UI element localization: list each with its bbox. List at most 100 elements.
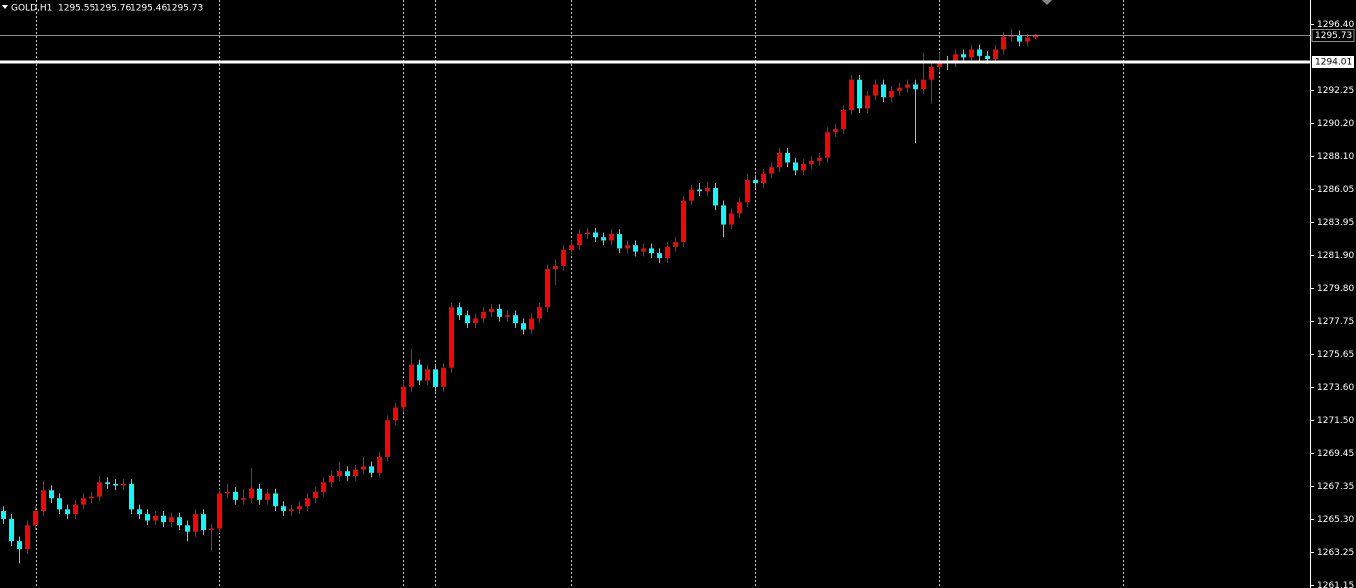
candle-body [825, 132, 830, 158]
candle-body [401, 386, 406, 408]
candle-body [49, 490, 54, 499]
candle-body [857, 79, 862, 109]
y-tick-label: 1283.95 [1317, 218, 1354, 228]
candle-body [937, 60, 942, 67]
candle-body [9, 518, 14, 542]
candle-body [777, 152, 782, 168]
candle-body [161, 515, 166, 523]
candle-body [689, 189, 694, 201]
candle-body [985, 55, 990, 60]
y-tick-label: 1290.20 [1317, 119, 1354, 129]
candle-body [433, 369, 438, 387]
y-tick-label: 1277.75 [1317, 317, 1354, 327]
candle-body [961, 54, 966, 58]
candle-body [889, 90, 894, 98]
candle-body [849, 79, 854, 110]
candle-body [473, 318, 478, 324]
candle-body [489, 308, 494, 313]
symbol-label: GOLD,H1 [11, 4, 52, 14]
y-tick-label: 1275.65 [1317, 350, 1354, 360]
y-tick-label: 1281.90 [1317, 251, 1354, 261]
candle-body [561, 249, 566, 266]
candle-body [521, 323, 526, 330]
candle-body [113, 483, 118, 486]
candle-body [393, 407, 398, 421]
candle-body [921, 79, 926, 90]
candle-body [705, 187, 710, 192]
candle-body [145, 514, 150, 521]
candle-body [361, 466, 366, 470]
candle-body [321, 482, 326, 492]
y-tick-label: 1292.25 [1317, 86, 1354, 96]
candle-body [633, 245, 638, 252]
candle-body [737, 202, 742, 214]
header-high: 1295.76 [94, 4, 131, 14]
candle-body [1001, 36, 1006, 50]
candle-body [649, 248, 654, 254]
candle-body [329, 475, 334, 483]
candle-body [289, 509, 294, 511]
candle-body [409, 364, 414, 387]
candle-body [377, 456, 382, 473]
y-tick-label: 1263.25 [1317, 548, 1354, 558]
candle-body [153, 515, 158, 521]
candle-body [929, 66, 934, 80]
candle-body [457, 307, 462, 316]
candle-body [617, 234, 622, 249]
y-tick-label: 1288.10 [1317, 152, 1354, 162]
candle-body [129, 483, 134, 510]
candle-body [697, 189, 702, 192]
candle-body [713, 187, 718, 206]
plot: 1295.551295.761295.461295.731296.401292.… [0, 4, 1355, 588]
candle-body [761, 173, 766, 184]
candle-body [1, 510, 6, 519]
candle-body [593, 232, 598, 238]
menu-arrow [2, 5, 8, 9]
candle-body [529, 318, 534, 330]
candle-body [17, 541, 22, 550]
candle-body [297, 506, 302, 510]
candle-body [201, 514, 206, 531]
candle-body [841, 109, 846, 130]
hline-tag-label: 1294.01 [1315, 58, 1352, 68]
candle-body [305, 498, 310, 507]
candle-body [665, 246, 670, 258]
candle-body [209, 528, 214, 531]
candle-body [169, 517, 174, 523]
candle-body [345, 471, 350, 476]
candle-body [249, 488, 254, 499]
candle-body [753, 179, 758, 184]
candle-body [281, 506, 286, 511]
candle-body [969, 49, 974, 58]
candle-body [105, 482, 110, 484]
candle-body [257, 488, 262, 500]
candle-body [513, 315, 518, 324]
header-close: 1295.73 [166, 4, 203, 14]
y-tick-label: 1271.50 [1317, 416, 1354, 426]
candle-body [553, 265, 558, 270]
candle-body [97, 482, 102, 497]
candle-body [609, 234, 614, 241]
candle-body [441, 367, 446, 387]
candle-body [233, 491, 238, 500]
candle-body [537, 307, 542, 319]
candle-body [545, 269, 550, 308]
candle-body [577, 234, 582, 246]
candle-body [73, 504, 78, 515]
candle-body [217, 493, 222, 529]
candle-body [89, 496, 94, 499]
candle-body [41, 490, 46, 511]
bid-tag-label: 1295.73 [1315, 31, 1352, 41]
candle-body [1033, 34, 1038, 38]
y-tick-label: 1265.30 [1317, 515, 1354, 525]
candle-body [913, 84, 918, 90]
candle-body [65, 509, 70, 515]
candle-body [481, 312, 486, 319]
candle-body [369, 466, 374, 473]
candle-body [601, 237, 606, 241]
candle-body [585, 232, 590, 235]
candle-body [33, 510, 38, 526]
